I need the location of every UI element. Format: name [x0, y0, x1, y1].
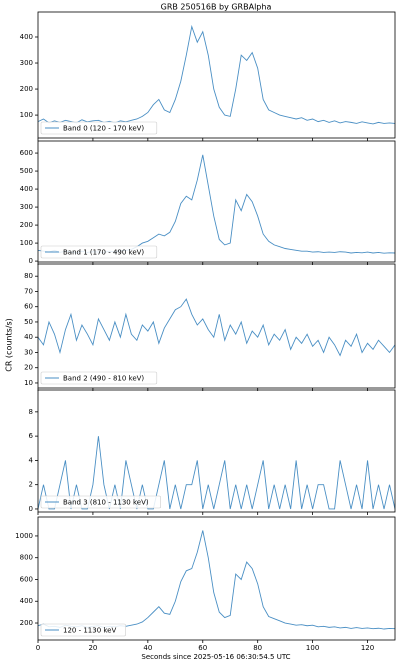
y-tick-label: 8: [29, 408, 33, 416]
x-axis-label: Seconds since 2025-05-16 06:30:54.5 UTC: [141, 653, 290, 661]
y-axis-label: CR (counts/s): [5, 318, 14, 372]
y-tick-label: 20: [24, 364, 33, 372]
plot-area: [38, 298, 395, 357]
data-line: [38, 436, 395, 510]
axes-frame: [37, 11, 396, 139]
y-tick-label: 80: [24, 272, 33, 280]
y-tick-label: 100: [20, 239, 33, 247]
x-tick-label: 60: [198, 644, 207, 652]
figure-title: GRB 250516B by GRBAlpha: [161, 3, 272, 12]
y-tick-label: 60: [24, 303, 33, 311]
legend-label: Band 2 (490 - 810 keV): [63, 375, 144, 383]
y-tick-label: 70: [24, 287, 33, 295]
x-tick-label: 120: [361, 644, 374, 652]
y-tick-label: 4: [29, 456, 34, 464]
axes-frame: [37, 140, 396, 263]
x-tick-label: 40: [143, 644, 152, 652]
y-tick-label: 400: [20, 597, 33, 605]
y-tick-label: 300: [20, 203, 33, 211]
axes-frame: [37, 389, 396, 513]
x-tick-label: 0: [36, 644, 40, 652]
legend-label: 120 - 1130 keV: [63, 627, 116, 635]
y-tick-label: 1000: [15, 532, 33, 540]
legend-box: [40, 623, 126, 637]
y-tick-label: 100: [20, 111, 33, 119]
y-tick-label: 200: [20, 619, 33, 627]
y-tick-label: 40: [24, 333, 33, 341]
y-tick-label: 10: [24, 379, 33, 387]
y-tick-label: 200: [20, 221, 33, 229]
axes-frame: [37, 263, 396, 389]
x-tick-label: 100: [306, 644, 319, 652]
y-tick-label: 30: [24, 348, 33, 356]
legend-box: [40, 495, 161, 509]
legend-label: Band 3 (810 - 1130 keV): [63, 499, 149, 507]
y-tick-label: 500: [20, 167, 33, 175]
y-tick-label: 600: [20, 149, 33, 157]
data-line: [38, 24, 395, 125]
legend-box: [40, 121, 158, 135]
legend-box: [40, 245, 158, 259]
y-tick-label: 400: [20, 33, 33, 41]
y-tick-label: 200: [20, 85, 33, 93]
y-tick-label: 600: [20, 575, 33, 583]
y-tick-label: 2: [29, 481, 33, 489]
y-tick-label: 6: [29, 432, 34, 440]
x-tick-label: 80: [253, 644, 262, 652]
y-tick-label: 0: [29, 257, 33, 265]
legend-label: Band 1 (170 - 490 keV): [63, 249, 144, 257]
legend-label: Band 0 (120 - 170 keV): [63, 125, 144, 133]
plot-area: [38, 24, 395, 125]
plot-area: [38, 436, 395, 510]
y-tick-label: 300: [20, 59, 33, 67]
legend-box: [40, 371, 158, 385]
x-tick-label: 20: [88, 644, 97, 652]
y-tick-label: 800: [20, 554, 33, 562]
y-tick-label: 400: [20, 185, 33, 193]
y-tick-label: 0: [29, 505, 33, 513]
axes-frame: [37, 516, 396, 641]
y-tick-label: 50: [24, 318, 33, 326]
data-line: [38, 298, 395, 357]
